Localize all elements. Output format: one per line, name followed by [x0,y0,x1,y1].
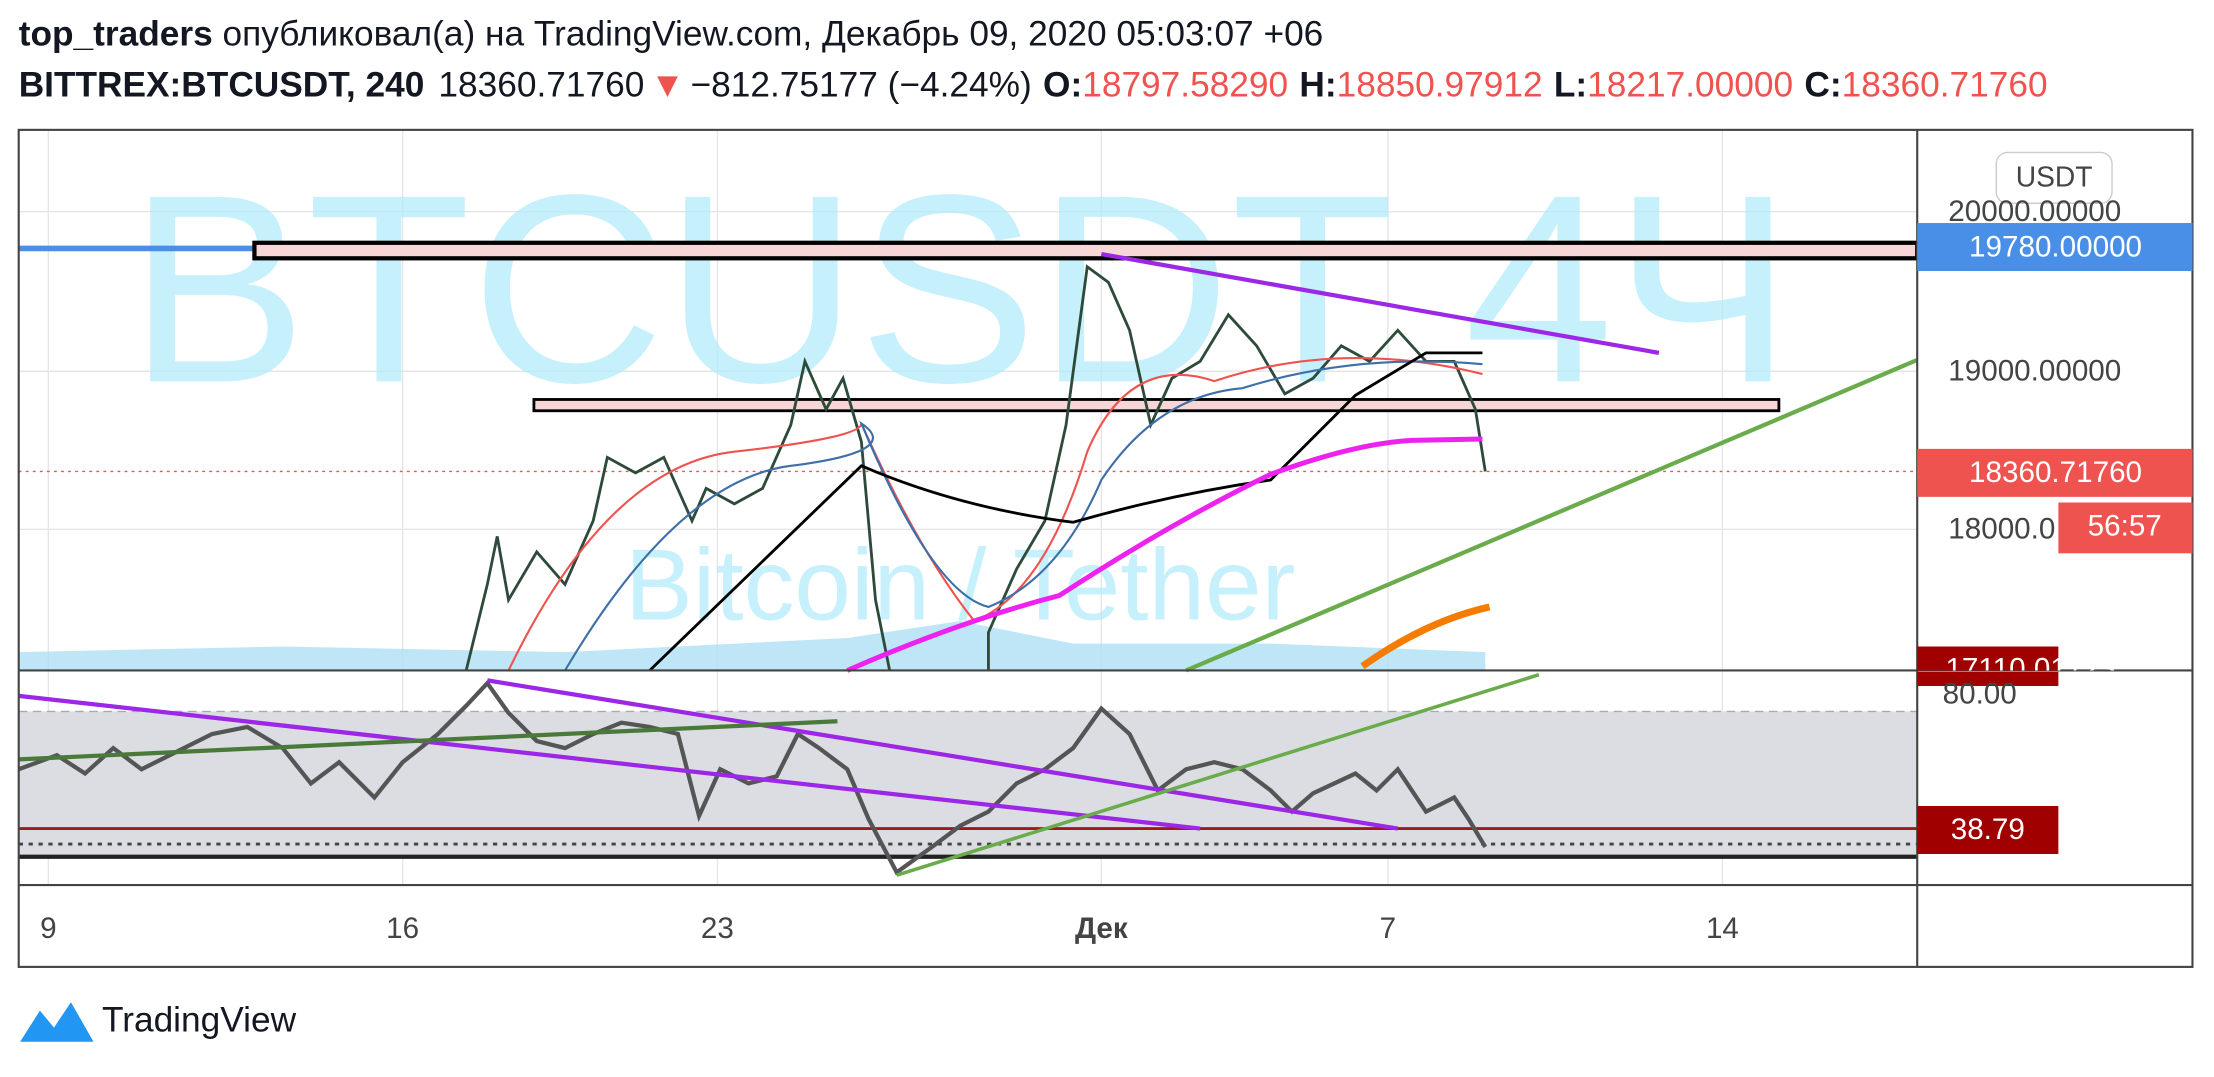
rsi-trend [18,693,1201,831]
l: 18217.00000 [1587,66,1793,105]
volume-area [18,621,1486,671]
price-tick: 20000.00000 [1948,195,2121,228]
time-tick: 7 [1380,912,1396,945]
logo-text[interactable]: TradingView [102,1000,297,1039]
published: опубликовал(а) на TradingView.com, Декаб… [213,15,1324,54]
price-line [464,356,892,671]
h-label: H: [1299,66,1336,105]
time-tick: 23 [701,912,734,945]
c-label: C: [1804,66,1841,105]
rsi-trend [486,678,1399,831]
change: −812.75177 (−4.24%) [691,66,1032,105]
low-tag-text: 17110.01723 [1945,652,2116,685]
timer-text: 56:57 [2088,510,2162,543]
currency-button[interactable] [1995,151,2113,204]
rsi-tag-text: 38.79 [1951,813,2025,846]
level-tag [1917,223,2193,272]
ma-mid [564,360,1483,672]
time-tick: 9 [40,912,56,945]
h: 18850.97912 [1337,66,1543,105]
level-tag-text: 19780.00000 [1969,230,2142,263]
time-tick: 16 [386,912,419,945]
price-tick: 18000.0 [1948,513,2055,546]
author: top_traders [19,15,213,54]
currency-label: USDT [2016,161,2093,193]
last-tag [1917,448,2193,497]
low-tag-clip: 17110.01723 [1917,646,2116,685]
rsi-tag [1917,805,2059,854]
ma-200 [846,436,1483,673]
trend-line [1185,357,1919,673]
watermark-symbol: BTCUSDT 4Ч [128,138,1792,438]
o: 18797.58290 [1082,66,1288,105]
arrow: ▼ [650,66,685,105]
price-line [987,264,1487,671]
rsi-line [17,679,1488,876]
trend-line [1100,251,1660,355]
c: 18360.71760 [1842,66,2048,105]
last: 18360.71760 [438,66,644,105]
low-tag-rest [1917,671,2059,687]
last-tag-text: 18360.71760 [1969,456,2142,489]
l-label: L: [1554,66,1587,105]
o-label: O: [1043,66,1082,105]
price-tick: 19000.00000 [1948,354,2121,387]
rsi-trend [896,673,1540,877]
time-tick: 14 [1706,912,1739,945]
resistance-zone [252,240,1920,261]
symbol: BITTREX:BTCUSDT, 240 [19,66,425,105]
rsi-band [18,711,1918,857]
publish-line: top_traders опубликовал(а) на TradingVie… [19,15,1324,54]
ma-slow [648,351,1483,672]
quote-line: BITTREX:BTCUSDT, 240 18360.71760 ▼ −812.751… [19,66,2048,105]
ma-orange [1360,603,1491,670]
time-tick: Дек [1075,912,1128,945]
rsi-trend [18,719,838,762]
rsi-tick: 80.00 [1943,678,2017,711]
logo-icon [20,1002,94,1042]
timer-tag [2058,502,2193,554]
